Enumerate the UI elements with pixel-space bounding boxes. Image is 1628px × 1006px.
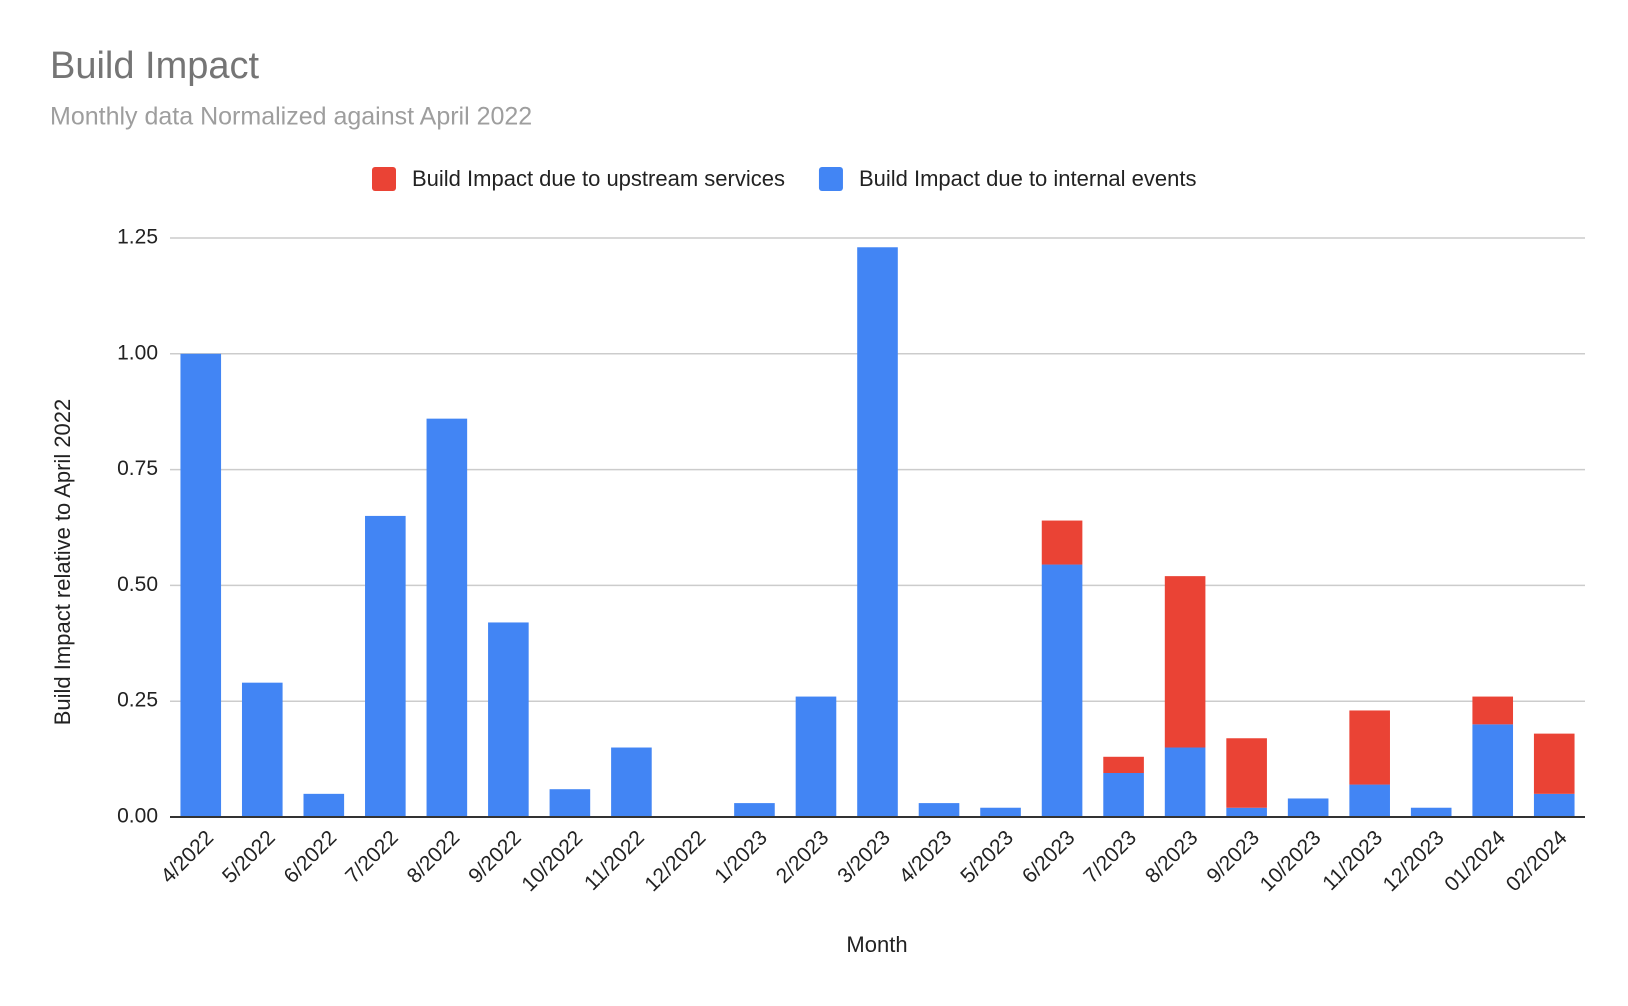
bar-segment [1410, 807, 1452, 817]
bar-segment [795, 696, 837, 817]
x-tick-label: 4/2022 [157, 826, 219, 888]
x-tick-label: 01/2024 [1440, 826, 1510, 896]
x-tick-label: 6/2022 [280, 826, 342, 888]
bar-segment [1533, 733, 1575, 794]
bar-segment [857, 247, 898, 817]
bar-segment [303, 793, 345, 817]
x-tick-label: 12/2023 [1379, 826, 1449, 896]
legend-label: Build Impact due to internal events [859, 166, 1197, 191]
bar-segment [180, 353, 222, 817]
bar-segment [1103, 756, 1144, 773]
bar-segment [1349, 784, 1390, 817]
bar-segment [549, 789, 591, 817]
bar-segment [1103, 772, 1144, 817]
bar-segment [365, 515, 406, 817]
bar-segment [1226, 807, 1267, 817]
bar-segment [980, 807, 1021, 817]
bar-segment [1041, 564, 1083, 817]
x-tick-label: 10/2022 [517, 826, 587, 896]
bar-segment [1472, 724, 1514, 817]
bar-segment [488, 622, 529, 817]
x-tick-label: 8/2022 [403, 826, 465, 888]
x-tick-label: 2/2023 [772, 826, 834, 888]
x-tick-label: 7/2022 [341, 826, 403, 888]
bar-segment [426, 418, 468, 817]
x-tick-label: 7/2023 [1079, 826, 1141, 888]
x-tick-label: 5/2022 [218, 826, 280, 888]
x-axis-title: Month [846, 932, 907, 957]
y-tick-label: 0.75 [117, 457, 158, 480]
x-tick-label: 11/2022 [580, 826, 649, 895]
y-axis-title: Build Impact relative to April 2022 [50, 399, 75, 726]
x-tick-label: 10/2023 [1256, 826, 1326, 896]
legend-swatch [818, 167, 843, 191]
bar-segment [611, 747, 652, 817]
x-tick-label: 5/2023 [956, 826, 1018, 888]
chart-subtitle: Monthly data Normalized against April 20… [50, 103, 532, 131]
bar-segment [241, 682, 283, 817]
y-tick-label: 0.00 [117, 805, 158, 828]
bar-segment [1164, 747, 1206, 817]
y-tick-label: 0.25 [117, 689, 158, 712]
bar-segment [1287, 798, 1329, 817]
chart-title: Build Impact [50, 45, 260, 87]
x-tick-label: 8/2023 [1141, 826, 1203, 888]
x-tick-label: 1/2023 [710, 826, 772, 888]
bar-segment [734, 803, 775, 817]
x-tick-label: 4/2023 [895, 826, 957, 888]
x-tick-label: 12/2022 [640, 826, 710, 896]
x-tick-label: 11/2023 [1318, 826, 1387, 895]
y-tick-label: 0.50 [117, 573, 158, 596]
y-tick-label: 1.00 [117, 341, 158, 364]
legend-swatch [372, 167, 396, 191]
x-tick-label: 9/2023 [1202, 826, 1264, 888]
y-tick-label: 1.25 [117, 226, 158, 249]
bar-segment [1533, 793, 1575, 817]
bar-segment [1226, 738, 1267, 808]
bar-segment [1164, 576, 1206, 748]
x-tick-label: 6/2023 [1018, 826, 1080, 888]
x-tick-label: 9/2022 [464, 826, 526, 888]
legend-label: Build Impact due to upstream services [412, 166, 785, 191]
bar-segment [1472, 696, 1514, 725]
x-tick-label: 3/2023 [833, 826, 895, 888]
bar-segment [1041, 520, 1083, 565]
bar-segment [1349, 710, 1390, 785]
x-tick-label: 02/2024 [1502, 826, 1572, 896]
bar-segment [918, 803, 960, 817]
